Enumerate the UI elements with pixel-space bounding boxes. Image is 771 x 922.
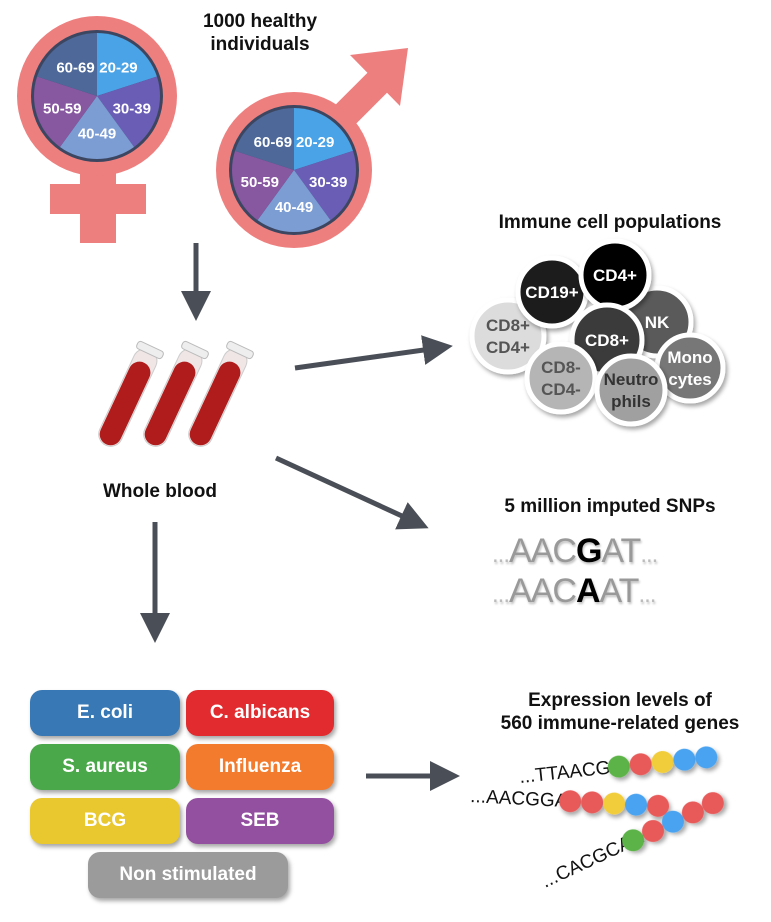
snp-sequence-1: ...AACGAT... (492, 532, 658, 570)
expression-bead (681, 801, 704, 824)
female-symbol-icon: 20-29 30-39 40-49 50-59 60-69 (17, 16, 177, 243)
expression-bead (581, 791, 604, 814)
gene-expression-sequences: ...TTAACGG...AACGGAT...CACGCAA (470, 746, 724, 893)
blood-tubes-icon (98, 340, 254, 447)
blood-tube-icon (188, 340, 254, 447)
age-label: 50-59 (241, 174, 279, 191)
snp-title: 5 million imputed SNPs (504, 496, 716, 517)
male-symbol-icon: 20-29 30-39 40-49 50-59 60-69 (216, 48, 408, 248)
age-slice-60-69 (235, 108, 294, 170)
cell-CD8+CD4+: CD8+ CD4+ (469, 297, 547, 375)
expression-bead (642, 820, 665, 843)
whole-blood-label: Whole blood (103, 481, 217, 502)
svg-text:Mono: Mono (667, 348, 712, 367)
expression-bead (603, 792, 626, 815)
arrow-to-cells-icon (294, 335, 453, 371)
immune-cells: CD8+CD4+CD19+NKCD4+CD8+CD8-CD4-Monocytes… (469, 238, 726, 427)
expression-bead (695, 746, 718, 769)
cell-CD8-CD4-: CD8- CD4- (524, 341, 598, 415)
expression-title-line2: 560 immune-related genes (500, 713, 740, 734)
sequence-row: ...TTAACGG (518, 746, 718, 788)
age-label: 30-39 (309, 174, 347, 191)
blood-tube-icon (98, 340, 164, 447)
svg-text:CD8-: CD8- (541, 358, 581, 377)
cell-Neutrophils: Neutro phils (594, 353, 668, 427)
sequence-row: ...AACGGAT (470, 786, 670, 817)
stimulus-non-stimulated: Non stimulated (88, 852, 288, 898)
age-label: 50-59 (43, 100, 81, 117)
age-slice-60-69 (37, 33, 97, 96)
snp-variant: G (575, 532, 602, 570)
svg-text:CD19+: CD19+ (525, 283, 578, 302)
svg-text:CD4+: CD4+ (486, 338, 530, 357)
stimulus-s-aureus: S. aureus (30, 744, 180, 790)
arrow-to-snps-icon (274, 455, 429, 530)
expression-bead (629, 753, 652, 776)
stimulus-e-coli: E. coli (30, 690, 180, 736)
stimulus-c-albicans: C. albicans (186, 690, 334, 736)
expression-title-line1: Expression levels of (528, 690, 712, 711)
expression-bead (647, 794, 670, 817)
blood-tube-icon (143, 340, 209, 447)
stimulus-influenza: Influenza (186, 744, 334, 790)
svg-text:cytes: cytes (668, 370, 711, 389)
age-label: 30-39 (113, 100, 151, 117)
expression-title: Expression levels of 560 immune-related … (470, 689, 770, 735)
age-slice-50-59 (34, 76, 97, 147)
snp-sequence-2: ...AACAAT... (492, 572, 656, 610)
immune-cell-title: Immune cell populations (498, 212, 722, 233)
cell-CD19+: CD19+ (515, 255, 589, 329)
age-label: 20-29 (99, 59, 137, 76)
svg-text:CD8+: CD8+ (585, 331, 629, 350)
expression-bead (661, 810, 684, 833)
expression-bead (625, 793, 648, 816)
svg-text:CD4+: CD4+ (593, 266, 637, 285)
age-slice-40-49 (257, 170, 331, 233)
age-slice-20-29 (294, 108, 353, 170)
expression-bead (559, 790, 582, 813)
expression-bead (607, 755, 630, 778)
stimulus-bcg: BCG (30, 798, 180, 844)
svg-text:CD4-: CD4- (541, 380, 581, 399)
svg-text:CD8+: CD8+ (486, 316, 530, 335)
svg-text:NK: NK (645, 313, 670, 332)
expression-bead (673, 748, 696, 771)
cell-Monocytes: Mono cytes (654, 332, 726, 404)
age-label: 60-69 (56, 59, 94, 76)
age-label: 20-29 (296, 134, 334, 151)
expression-bead (622, 829, 645, 852)
age-slice-40-49 (59, 96, 135, 160)
svg-text:Neutro: Neutro (604, 370, 659, 389)
individuals-title: 1000 healthy individuals (202, 11, 318, 55)
age-slice-30-39 (97, 76, 160, 147)
age-label: 60-69 (254, 134, 292, 151)
svg-text:phils: phils (611, 392, 651, 411)
age-label: 40-49 (78, 126, 116, 143)
expression-bead (701, 792, 724, 815)
age-slice-50-59 (232, 150, 294, 221)
age-slice-20-29 (97, 33, 157, 96)
expression-bead (651, 750, 674, 773)
age-label: 40-49 (275, 199, 313, 216)
snp-variant: A (575, 572, 601, 610)
age-slice-30-39 (294, 150, 357, 221)
stimulus-seb: SEB (186, 798, 334, 844)
cell-CD4+: CD4+ (578, 238, 652, 312)
